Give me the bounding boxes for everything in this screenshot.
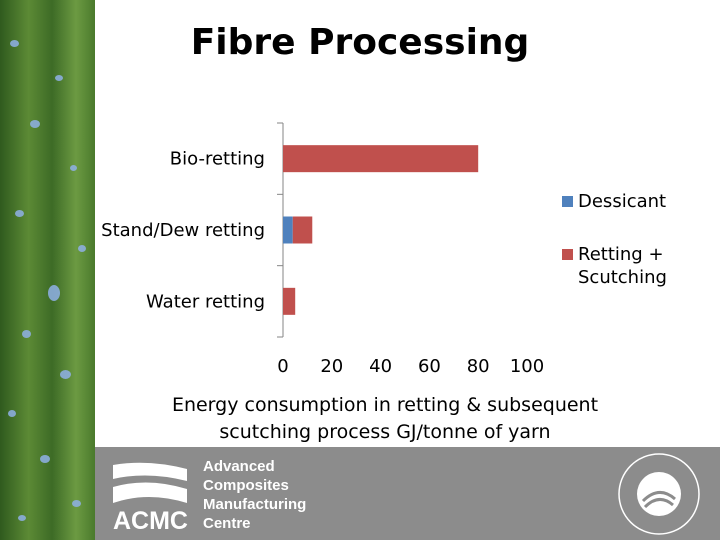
x-tick-label: 40 (369, 356, 392, 377)
acmc-abbreviation: ACMC (113, 507, 188, 535)
x-axis-label-line-2: scutching process GJ/tonne of yarn (219, 421, 551, 443)
x-axis-label-line-1: Energy consumption in retting & subseque… (171, 394, 599, 416)
acmc-full-name: Advanced Composites Manufacturing Centre (203, 457, 306, 533)
category-label: Water retting (146, 291, 265, 312)
x-axis-label: Energy consumption in retting & subseque… (140, 392, 630, 446)
legend-label-retting-scutching-2: Scutching (578, 267, 667, 288)
footer-banner: ACMC Advanced Composites Manufacturing C… (95, 447, 720, 540)
legend-item-retting-scutching: Retting + Scutching (562, 243, 702, 289)
acmc-line-2: Composites (203, 477, 289, 494)
x-tick-label: 20 (320, 356, 343, 377)
chart-legend: Dessicant Retting + Scutching (562, 190, 702, 309)
legend-item-dessicant: Dessicant (562, 190, 702, 213)
bar-retting-scutching-0 (283, 145, 479, 173)
legend-swatch-retting-scutching (562, 249, 573, 260)
x-tick-label: 100 (510, 356, 544, 377)
bar-retting-scutching-1 (292, 216, 313, 244)
category-label: Bio-retting (170, 149, 265, 170)
category-labels: Bio-retting Stand/Dew retting Water rettin… (101, 149, 265, 313)
university-seal-icon (618, 453, 700, 535)
x-tick-label: 0 (277, 356, 288, 377)
x-tick-label: 60 (418, 356, 441, 377)
x-tick-label: 80 (467, 356, 490, 377)
category-label: Stand/Dew retting (101, 220, 265, 241)
acmc-logo-icon (113, 462, 187, 503)
chart-axes (277, 122, 284, 338)
flax-field-image (0, 0, 95, 540)
chart-bars (283, 145, 479, 315)
acmc-line-1: Advanced (203, 458, 275, 475)
x-tick-labels: 0 20 40 60 80 100 (277, 356, 544, 377)
slide-title: Fibre Processing (190, 22, 530, 63)
bar-retting-scutching-2 (283, 287, 296, 315)
bar-dessicant-1 (283, 216, 293, 244)
legend-swatch-dessicant (562, 196, 573, 207)
legend-label-retting-scutching-1: Retting + (578, 244, 664, 265)
legend-label-dessicant: Dessicant (578, 191, 667, 212)
acmc-line-3: Manufacturing (203, 496, 307, 513)
acmc-line-4: Centre (203, 515, 251, 532)
